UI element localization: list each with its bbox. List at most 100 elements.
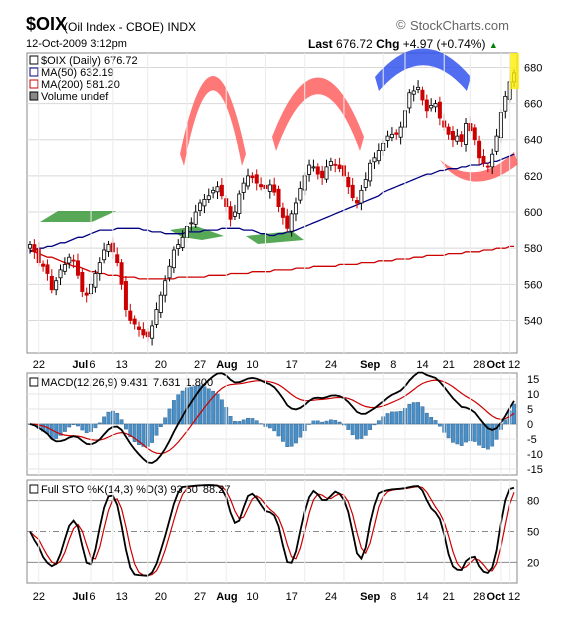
macd-histogram-bar	[167, 408, 172, 425]
candle-body	[450, 131, 455, 141]
macd-histogram-bar	[472, 423, 477, 442]
macd-histogram-bar	[171, 400, 176, 425]
copyright-icon: ©	[396, 17, 406, 32]
x-tick-label-top: Aug	[216, 359, 237, 371]
x-tick-label-bottom: 8	[390, 591, 396, 603]
chart-subtitle: (Oil Index - CBOE) INDX	[64, 20, 197, 34]
x-tick-label-bottom: 27	[194, 591, 206, 603]
macd-histogram-bar	[281, 423, 285, 442]
macd-histogram-bar	[394, 411, 399, 425]
last-value: 676.72	[336, 37, 373, 51]
candle-body	[368, 162, 373, 182]
candle-body	[424, 99, 429, 112]
candle-body	[416, 86, 421, 90]
last-label: Last	[308, 37, 333, 51]
macd-histogram-bar	[154, 423, 159, 436]
x-tick-label-bottom: 28	[473, 591, 485, 603]
price-tick-label: 580	[524, 243, 542, 255]
macd-histogram-bar	[376, 420, 381, 425]
candle-body	[128, 310, 133, 321]
x-tick-label-bottom: 13	[116, 591, 128, 603]
candle-body	[398, 126, 403, 138]
x-tick-label-top: 6	[89, 359, 95, 371]
candle-body	[215, 186, 220, 193]
candle-body	[132, 318, 137, 325]
price-tick-label: 560	[524, 279, 542, 291]
candle-body	[437, 101, 442, 119]
macd-histogram-bar	[163, 417, 168, 425]
macd-histogram-bar	[355, 423, 359, 440]
macd-histogram-bar	[298, 423, 303, 438]
candle-body	[137, 326, 142, 330]
x-tick-label-top: 10	[246, 359, 258, 371]
x-tick-label-bottom: 14	[416, 591, 428, 603]
sto-d-line	[29, 484, 515, 577]
candle-body	[241, 182, 246, 193]
macd-histogram-bar	[424, 412, 429, 425]
sto-legend-swatch	[29, 484, 39, 494]
macd-histogram-bar	[250, 418, 255, 425]
legend-swatch	[29, 79, 39, 89]
candle-body	[376, 150, 381, 162]
macd-histogram-bar	[437, 423, 442, 427]
red-arc-1	[180, 76, 246, 166]
x-tick-label-top: 21	[443, 359, 455, 371]
macd-histogram-bar	[193, 385, 198, 425]
candle-body	[333, 163, 338, 166]
candle-body	[198, 202, 203, 211]
candle-body	[154, 309, 159, 325]
legend-swatch	[29, 67, 39, 77]
candle-body	[429, 105, 434, 109]
macd-histogram-bar	[464, 423, 468, 443]
x-tick-label-top: 14	[416, 359, 428, 371]
x-tick-label-bottom: 24	[325, 591, 337, 603]
legend-entry: MA(200) 581.20	[41, 79, 120, 91]
macd-histogram-bar	[241, 419, 246, 425]
macd-histogram-bar	[420, 406, 425, 425]
candle-body	[490, 153, 495, 168]
candle-body	[71, 259, 76, 262]
candle-body	[232, 211, 237, 217]
candle-body	[97, 262, 102, 274]
macd-histogram-bar	[219, 399, 224, 425]
x-tick-label-bottom: 21	[443, 591, 455, 603]
macd-histogram-bar	[446, 423, 451, 439]
brand-label[interactable]: StockCharts.com	[410, 18, 509, 33]
ma200-line	[29, 245, 514, 280]
price-tick-label: 600	[524, 207, 542, 219]
candle-body	[307, 164, 312, 175]
candle-body	[237, 193, 242, 214]
candle-body	[206, 195, 211, 200]
candle-body	[272, 184, 277, 193]
candle-body	[41, 263, 46, 267]
sto-legend-entry: Full STO %K(14,3) %D(3) 93.50	[41, 484, 198, 496]
macd-histogram-bar	[259, 423, 263, 425]
candle-body	[163, 280, 168, 296]
macd-histogram-bar	[97, 422, 102, 425]
macd-histogram-bar	[363, 423, 368, 436]
macd-histogram-bar	[132, 423, 137, 442]
macd-histogram-bar	[459, 423, 464, 446]
x-tick-label-top: 24	[325, 359, 337, 371]
macd-histogram-bar	[398, 411, 403, 425]
candle-body	[119, 262, 124, 285]
price-tick-label: 660	[524, 99, 542, 111]
macd-signal-line	[29, 379, 515, 455]
candle-body	[267, 184, 272, 192]
candle-body	[106, 244, 111, 252]
candle-body	[289, 213, 294, 232]
candle-body	[58, 269, 63, 279]
macd-histogram-bar	[315, 420, 320, 425]
candle-body	[407, 92, 412, 109]
macd-histogram-bar	[150, 423, 154, 443]
macd-line	[29, 371, 515, 464]
x-tick-label-top: 8	[390, 359, 396, 371]
macd-histogram-bar	[494, 423, 499, 440]
macd-histogram-bar	[233, 421, 237, 425]
last-price: Last 676.72 Chg +4.97 (+0.74%) ▲	[308, 37, 498, 51]
macd-histogram-bar	[481, 423, 486, 448]
x-tick-label-bottom: 22	[33, 591, 45, 603]
macd-histogram-bar	[198, 385, 202, 425]
macd-histogram-bar	[372, 423, 377, 426]
